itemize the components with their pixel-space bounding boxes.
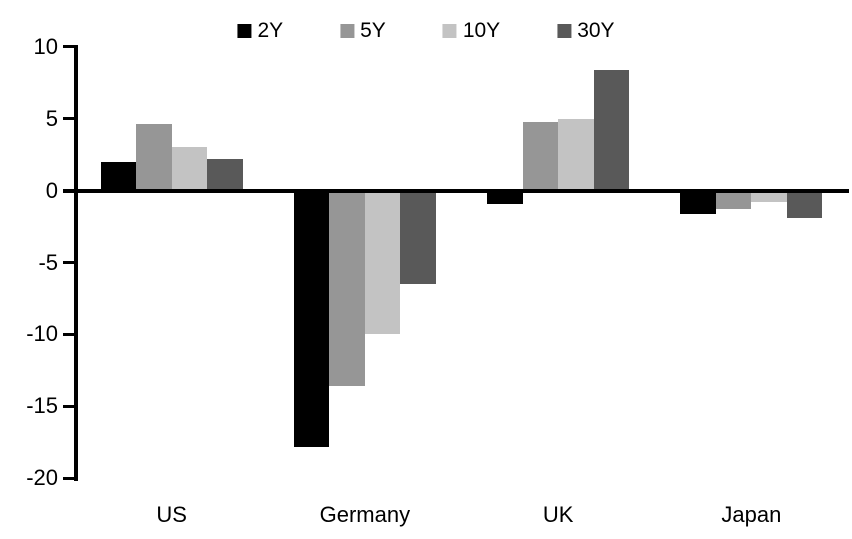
bar-japan-5y xyxy=(715,190,752,210)
bar-us-5y xyxy=(136,124,172,191)
x-axis-label: US xyxy=(156,502,187,527)
legend-label: 30Y xyxy=(577,19,615,42)
y-tick-label: -10 xyxy=(26,321,58,347)
y-axis-tick xyxy=(63,45,75,49)
legend-swatch-2y-icon xyxy=(237,23,252,38)
bar-japan-30y xyxy=(786,190,823,218)
y-axis-tick xyxy=(63,476,75,480)
y-tick-label: -15 xyxy=(26,393,58,419)
x-axis-label: Japan xyxy=(721,502,782,527)
bar-germany-5y xyxy=(329,190,365,387)
bar-uk-10y xyxy=(558,118,594,191)
y-axis-tick xyxy=(63,404,75,408)
bar-uk-30y xyxy=(593,69,630,191)
y-tick-label: 5 xyxy=(45,105,58,131)
bar-germany-10y xyxy=(364,190,401,335)
x-axis-label: UK xyxy=(542,502,574,527)
bar-germany-30y xyxy=(400,190,436,285)
x-axis-label: Germany xyxy=(319,502,411,527)
bar-uk-2y xyxy=(487,190,523,204)
y-tick-label: -20 xyxy=(26,465,58,491)
y-axis-tick xyxy=(63,261,75,264)
bar-uk-5y xyxy=(522,121,559,191)
bar-japan-10y xyxy=(751,190,787,203)
y-tick-label: 0 xyxy=(45,177,58,203)
legend-label: 5Y xyxy=(360,19,386,42)
bar-us-10y xyxy=(171,147,208,191)
legend: 2Y 5Y 10Y 30Y xyxy=(237,19,615,42)
legend-swatch-5y-icon xyxy=(340,23,355,38)
bar-us-2y xyxy=(100,161,137,191)
bar-japan-2y xyxy=(680,190,716,214)
y-axis-line xyxy=(74,45,78,481)
legend-item: 2Y xyxy=(237,20,283,41)
legend-label: 2Y xyxy=(257,19,284,42)
zero-line xyxy=(63,188,849,193)
bar-germany-2y xyxy=(293,190,330,447)
y-axis-tick xyxy=(63,332,75,336)
y-tick-label: 10 xyxy=(33,33,58,59)
y-tick-label: -5 xyxy=(38,249,58,275)
bar-us-30y xyxy=(207,158,243,191)
y-axis-tick xyxy=(63,117,75,121)
legend-item: 10Y xyxy=(442,19,501,42)
legend-item: 5Y xyxy=(340,20,386,41)
legend-swatch-30y-icon xyxy=(557,23,572,38)
legend-item: 30Y xyxy=(557,19,615,42)
legend-swatch-10y-icon xyxy=(442,23,457,38)
legend-label: 10Y xyxy=(462,19,501,42)
